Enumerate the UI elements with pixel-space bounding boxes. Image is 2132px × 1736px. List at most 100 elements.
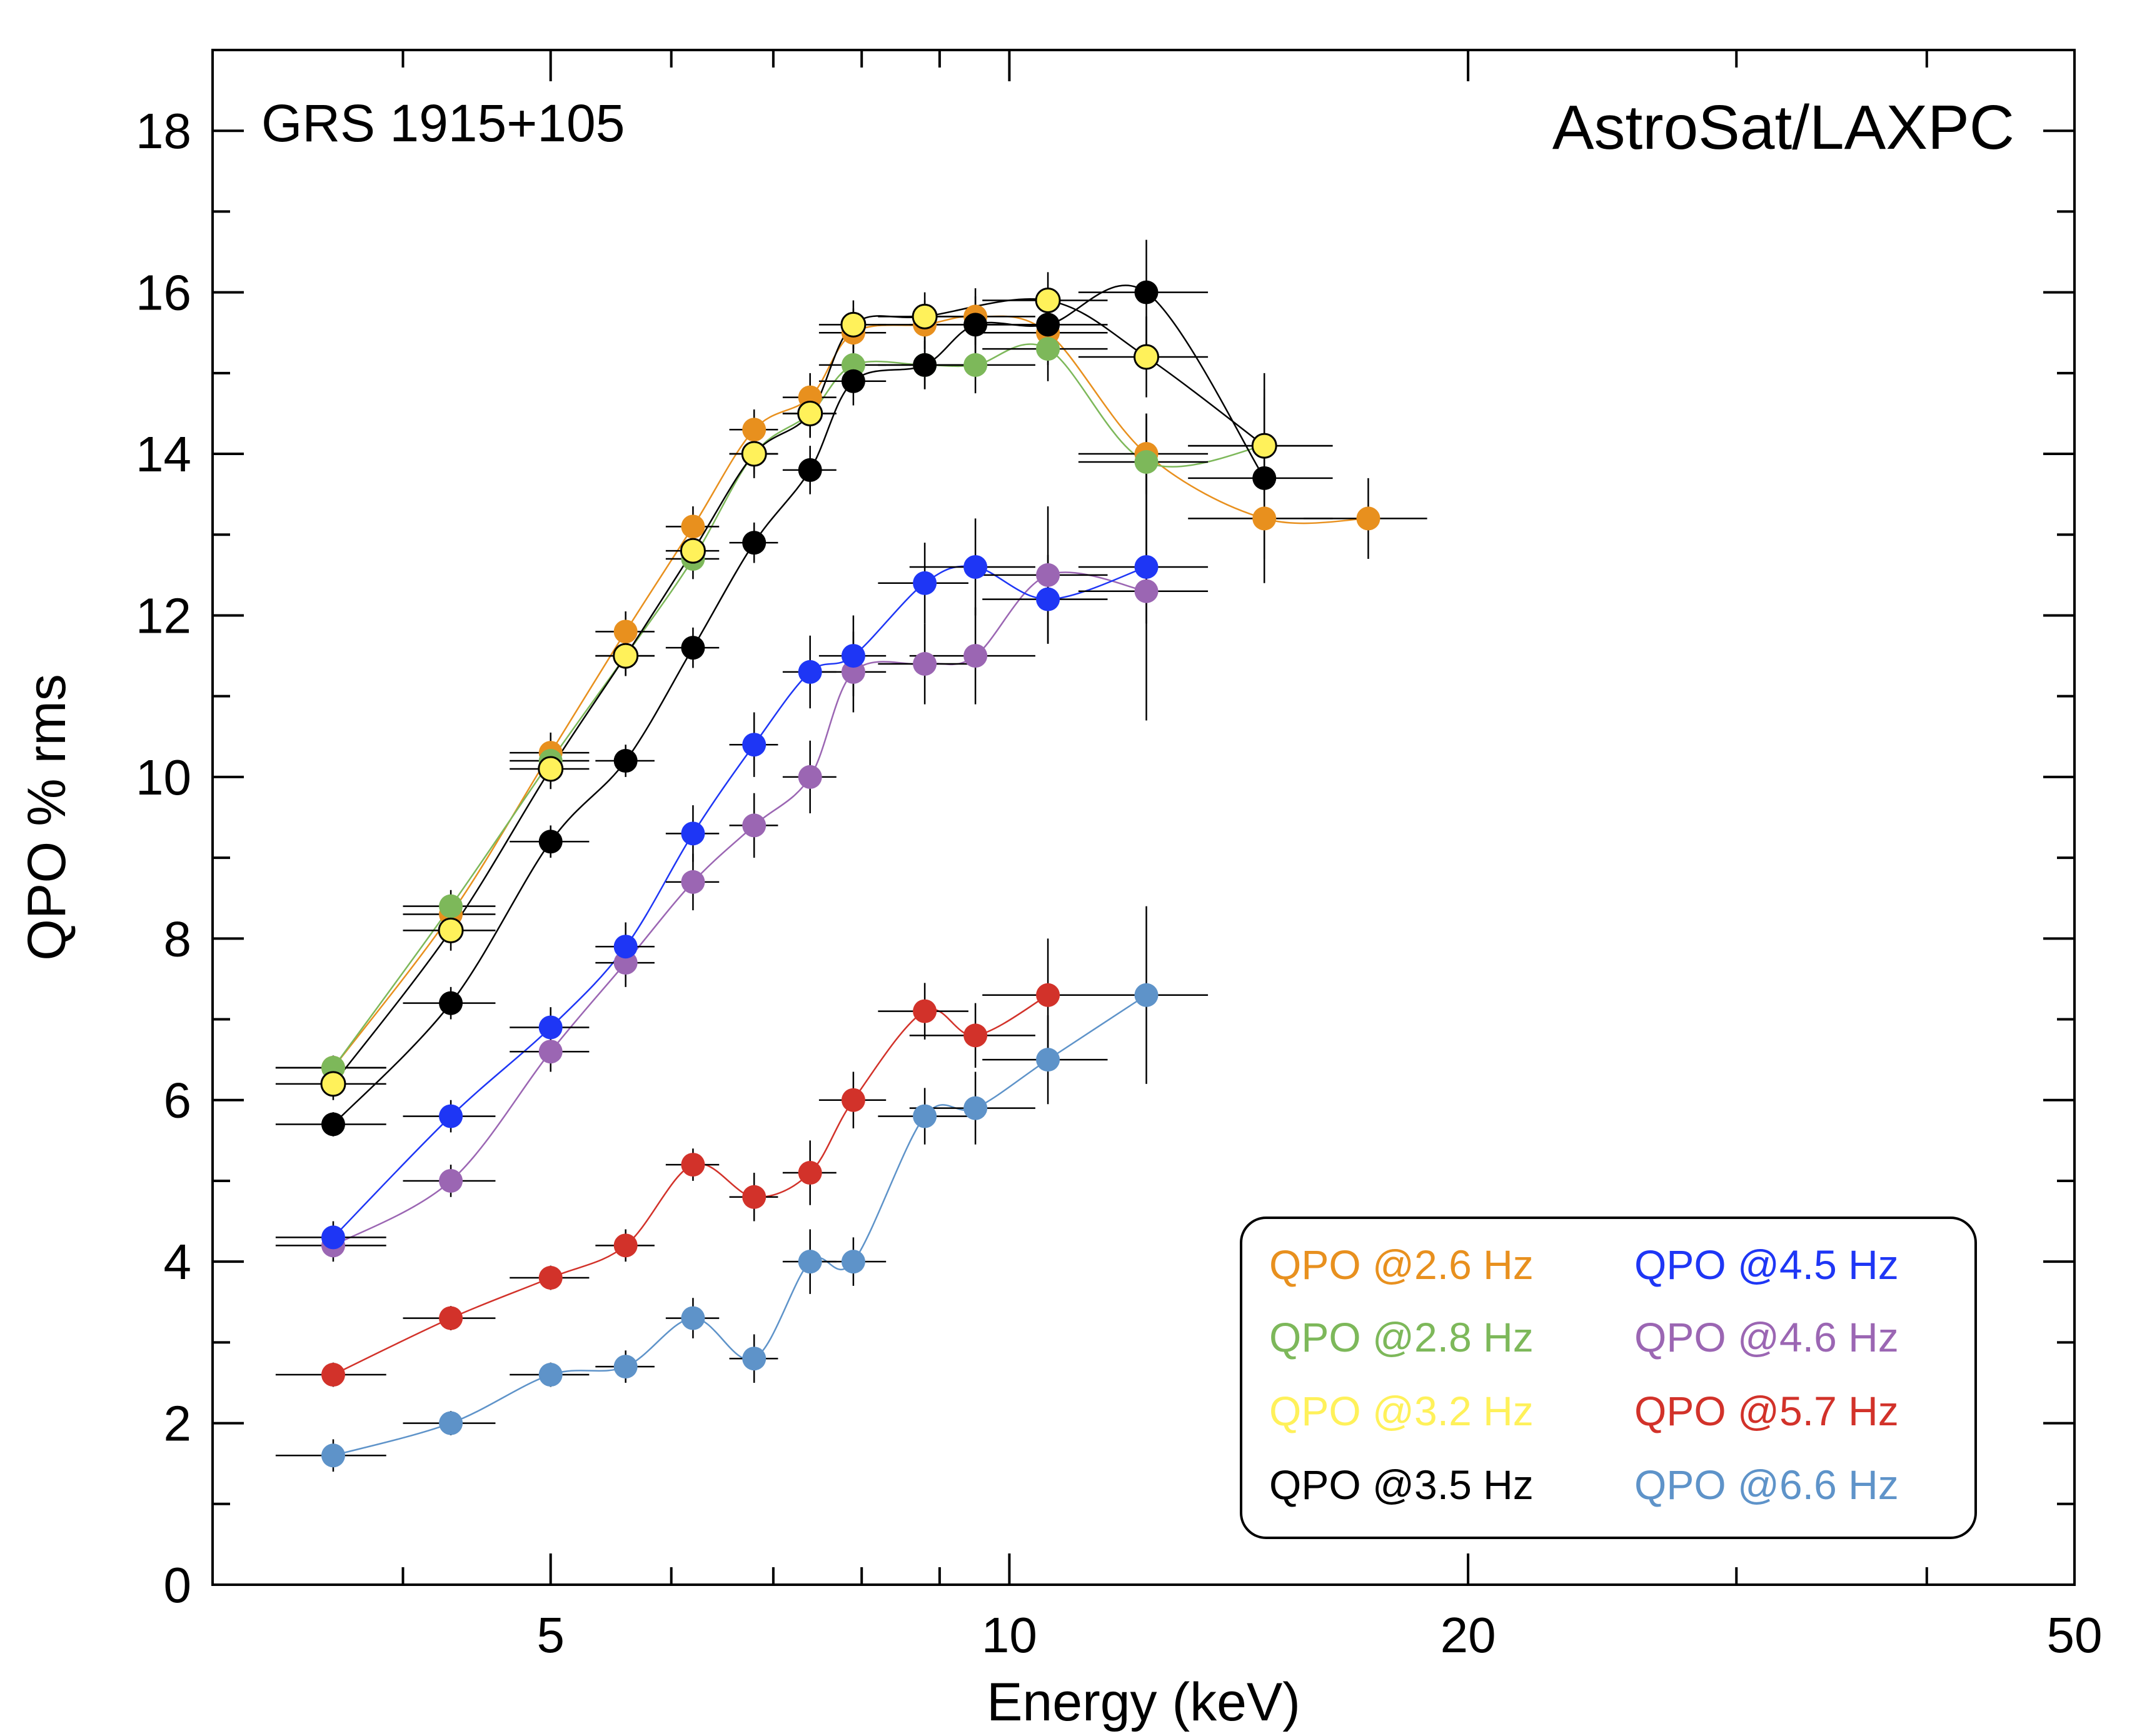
series-line — [332, 343, 1265, 1068]
data-point — [1252, 466, 1277, 490]
data-point — [613, 620, 638, 644]
data-point — [913, 571, 937, 595]
data-point — [1134, 344, 1160, 370]
data-point — [797, 400, 823, 426]
data-points — [320, 280, 1380, 1468]
y-tick-label: 4 — [164, 1234, 192, 1290]
data-point — [538, 1015, 563, 1040]
data-point — [538, 1266, 563, 1290]
plot-frame — [211, 49, 2076, 1586]
data-point — [1134, 579, 1159, 603]
y-axis-label: QPO % rms — [17, 674, 77, 961]
y-tick-label: 0 — [164, 1557, 192, 1613]
data-point — [798, 458, 822, 482]
data-point — [613, 643, 639, 669]
data-point — [538, 756, 564, 782]
data-point — [613, 1355, 638, 1379]
data-point — [1036, 563, 1060, 587]
data-point — [681, 636, 705, 660]
data-point — [681, 870, 705, 894]
legend-entry: QPO @2.6 Hz — [1269, 1242, 1534, 1288]
data-point — [742, 733, 767, 757]
data-point — [963, 644, 988, 668]
data-point — [841, 369, 865, 393]
data-point — [1036, 983, 1060, 1007]
series-line — [333, 994, 1147, 1457]
legend-box — [1240, 1217, 1977, 1539]
legend-entry: QPO @3.5 Hz — [1269, 1462, 1534, 1508]
data-point — [912, 303, 938, 329]
data-point — [321, 1112, 345, 1136]
instrument-annotation: AstroSat/LAXPC — [1552, 93, 2014, 163]
data-point — [438, 917, 464, 943]
data-point — [1356, 506, 1380, 531]
legend-entry: QPO @5.7 Hz — [1634, 1388, 1899, 1434]
data-point — [1134, 554, 1159, 579]
data-point — [439, 1168, 463, 1193]
data-point — [913, 1104, 937, 1128]
series-curves — [332, 284, 1369, 1457]
data-point — [613, 935, 638, 959]
data-point — [538, 1040, 563, 1064]
data-point — [1036, 587, 1060, 611]
data-point — [913, 999, 937, 1023]
data-point — [681, 514, 705, 539]
legend-entry: QPO @6.6 Hz — [1634, 1462, 1899, 1508]
tick-labels: 0 2 4 6 8 10 12 14 16 18 5 10 20 50 — [136, 103, 2102, 1663]
x-tick-label: 10 — [982, 1607, 1037, 1663]
y-tick-label: 2 — [164, 1396, 192, 1452]
series-line — [333, 571, 1147, 1247]
data-point — [963, 353, 988, 377]
y-tick-label: 16 — [136, 265, 191, 321]
legend-entry: QPO @3.2 Hz — [1269, 1388, 1534, 1434]
data-point — [680, 538, 706, 564]
y-tick-label: 12 — [136, 588, 191, 643]
data-point — [1036, 337, 1060, 361]
axis-ticks — [213, 50, 2076, 1585]
data-point — [840, 311, 867, 338]
data-point — [1036, 313, 1060, 337]
y-tick-label: 18 — [136, 103, 191, 159]
data-point — [538, 1363, 563, 1387]
data-point — [439, 1306, 463, 1330]
data-point — [841, 1088, 865, 1112]
data-point — [439, 991, 463, 1015]
data-point — [320, 1071, 346, 1097]
data-point — [798, 765, 822, 789]
source-annotation: GRS 1915+105 — [261, 94, 625, 153]
y-tick-label: 14 — [136, 426, 191, 482]
data-point — [439, 1104, 463, 1128]
data-point — [742, 1185, 767, 1209]
data-point — [538, 830, 563, 854]
x-tick-label: 20 — [1441, 1607, 1496, 1663]
legend-entry: QPO @4.5 Hz — [1634, 1242, 1899, 1288]
data-point — [963, 1096, 988, 1120]
y-tick-label: 8 — [164, 911, 192, 966]
data-point — [1134, 983, 1159, 1007]
series-line — [333, 284, 1265, 1125]
data-point — [913, 652, 937, 676]
data-point — [963, 1023, 988, 1048]
data-point — [439, 894, 463, 918]
data-point — [742, 531, 767, 555]
data-point — [681, 821, 705, 846]
data-point — [613, 1233, 638, 1258]
data-point — [681, 1153, 705, 1177]
data-point — [321, 1443, 345, 1468]
data-point — [741, 441, 767, 467]
x-tick-label: 50 — [2047, 1607, 2103, 1663]
data-point — [1252, 506, 1277, 531]
x-axis-label: Energy (keV) — [987, 1672, 1300, 1732]
data-point — [963, 554, 988, 579]
data-point — [321, 1363, 345, 1387]
data-point — [321, 1225, 345, 1250]
legend-entry: QPO @2.8 Hz — [1269, 1314, 1534, 1360]
series-line — [332, 315, 1369, 1068]
data-point — [742, 418, 767, 442]
data-point — [1035, 288, 1061, 314]
data-point — [1251, 433, 1277, 459]
data-point — [1134, 280, 1159, 304]
data-point — [439, 1411, 463, 1435]
data-point — [913, 353, 937, 377]
